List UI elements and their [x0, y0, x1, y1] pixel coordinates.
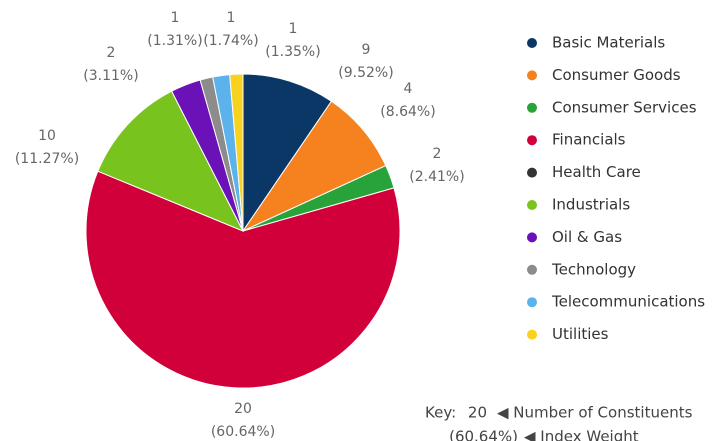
legend-marker — [527, 102, 537, 113]
value-label: (3.11%) — [83, 68, 138, 84]
count-label: 1 — [227, 10, 236, 26]
legend-marker — [527, 200, 537, 210]
count-label: 9 — [362, 42, 371, 58]
key-title: Key: — [425, 404, 456, 422]
legend-label: Financials — [552, 131, 626, 149]
value-label: (11.27%) — [15, 151, 79, 167]
value-label: (60.64%) — [211, 424, 275, 440]
count-label: 20 — [234, 401, 252, 417]
legend-label: Technology — [551, 260, 636, 278]
pie-slice — [242, 73, 333, 233]
key-sample: (60.64%) — [449, 428, 518, 441]
legend-label: Consumer Services — [552, 98, 697, 116]
key-text: ◀ Number of Constituents — [497, 404, 693, 422]
legend-label: Utilities — [552, 325, 609, 343]
value-label: (1.74%) — [203, 33, 258, 49]
legend-marker — [527, 70, 537, 81]
legend-label: Basic Materials — [552, 34, 665, 52]
legend-marker — [527, 264, 537, 275]
legend-marker — [527, 135, 537, 146]
key-text: ◀ Index Weight — [524, 428, 639, 441]
value-label: (1.31%) — [147, 33, 202, 49]
count-label: 1 — [171, 10, 180, 26]
count-label: 2 — [433, 146, 442, 162]
legend-label: Oil & Gas — [552, 228, 622, 246]
value-label: (2.41%) — [409, 169, 464, 185]
count-label: 4 — [404, 81, 413, 97]
count-label: 2 — [107, 45, 116, 61]
count-label: 1 — [289, 21, 298, 37]
legend-marker — [527, 38, 537, 48]
pie-slice — [229, 73, 244, 232]
count-label: 10 — [38, 128, 56, 144]
legend-marker — [527, 232, 537, 243]
legend-label: Consumer Goods — [552, 66, 681, 84]
pie-slice — [241, 100, 387, 233]
value-label: (1.35%) — [265, 44, 320, 60]
legend-label: Industrials — [552, 196, 630, 214]
key-sample: 20 — [468, 404, 487, 422]
pie-slice — [97, 90, 245, 232]
legend-marker — [527, 329, 537, 340]
value-label: (9.52%) — [338, 65, 393, 81]
legend-marker — [527, 297, 537, 308]
legend-label: Health Care — [552, 163, 641, 181]
pie-slice — [85, 170, 401, 389]
legend-label: Telecommunications — [551, 293, 705, 311]
legend-marker — [527, 167, 537, 178]
value-label: (8.64%) — [380, 104, 435, 120]
